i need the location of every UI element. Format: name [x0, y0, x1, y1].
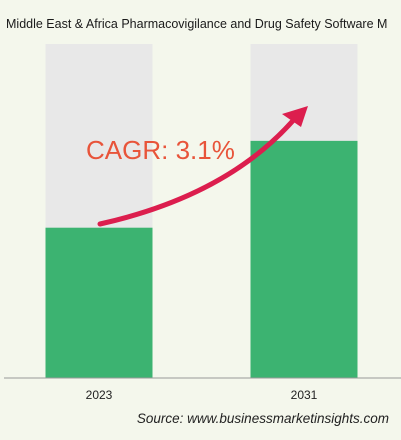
- growth-arrowhead: [282, 106, 308, 127]
- x-tick-label: 2023: [86, 388, 113, 402]
- cagr-annotation: CAGR: 3.1%: [86, 135, 235, 165]
- growth-arrow: [97, 113, 300, 227]
- bars-layer: [45, 44, 358, 378]
- bar-2023: [45, 227, 153, 378]
- bar-2031: [250, 140, 358, 378]
- x-tick-labels: 2023 2031: [86, 388, 318, 402]
- x-tick-label: 2031: [291, 388, 318, 402]
- source-attribution: Source: www.businessmarketinsights.com: [136, 411, 389, 426]
- chart-title: Middle East & Africa Pharmacovigilance a…: [6, 17, 388, 31]
